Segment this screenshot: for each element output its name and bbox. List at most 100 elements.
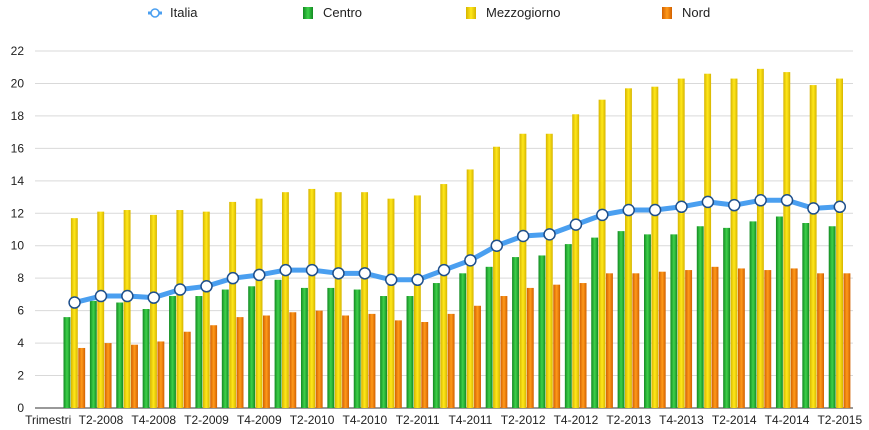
bar-nord xyxy=(289,312,297,408)
y-tick-label: 14 xyxy=(11,174,25,188)
bar-nord xyxy=(447,313,455,408)
bar-mezzogiorno xyxy=(836,78,844,408)
bar-centro xyxy=(538,255,546,408)
bar-mezzogiorno xyxy=(572,114,580,408)
bar-mezzogiorno xyxy=(334,192,342,408)
legend: Italia Centro Mezzogiorno Nord xyxy=(148,5,710,20)
point-italia xyxy=(173,283,187,296)
bar-nord xyxy=(236,317,244,408)
bar-nord xyxy=(131,344,138,408)
bar-centro xyxy=(327,287,335,408)
x-tick-label: T2-2015 xyxy=(817,413,862,427)
bar-centro xyxy=(195,296,203,408)
bar-nord xyxy=(764,270,772,408)
bar-mezzogiorno xyxy=(440,184,448,408)
bar-centro xyxy=(406,296,414,408)
y-tick-label: 2 xyxy=(17,369,24,383)
bar-mezzogiorno xyxy=(150,214,157,408)
bar-nord xyxy=(183,331,191,408)
bar-centro xyxy=(670,234,678,408)
point-italia xyxy=(701,195,715,209)
bar-nord xyxy=(843,273,851,408)
point-italia xyxy=(622,203,635,217)
bar-centro xyxy=(591,237,599,408)
legend-swatch xyxy=(303,7,313,19)
bar-nord xyxy=(394,320,402,408)
point-italia xyxy=(833,200,847,214)
bar-mezzogiorno xyxy=(97,211,105,408)
bar-centro xyxy=(89,300,97,408)
bar-centro xyxy=(353,289,361,408)
bar-mezzogiorno xyxy=(545,133,553,408)
point-italia xyxy=(226,271,240,285)
y-tick-label: 10 xyxy=(11,239,25,253)
bar-mezzogiorno xyxy=(466,169,474,408)
point-italia xyxy=(516,229,530,243)
point-italia xyxy=(648,203,662,217)
x-tick-label: T4-2011 xyxy=(448,413,492,427)
bar-nord xyxy=(632,273,640,408)
bar-centro xyxy=(723,227,731,408)
bar-nord xyxy=(315,310,323,408)
x-tick-label: T4-2014 xyxy=(765,413,810,427)
legend-item-nord: Nord xyxy=(662,5,710,20)
x-tick-label: T2-2014 xyxy=(712,413,757,427)
point-italia xyxy=(279,263,292,277)
bar-centro xyxy=(644,234,651,408)
bar-mezzogiorno xyxy=(598,99,606,408)
bar-centro xyxy=(512,257,519,408)
point-italia xyxy=(305,263,319,277)
legend-label: Italia xyxy=(170,5,198,20)
bar-nord xyxy=(658,271,666,408)
bar-nord xyxy=(421,321,429,408)
bar-nord xyxy=(104,343,112,408)
point-italia xyxy=(200,280,213,293)
bar-nord xyxy=(368,313,376,408)
bar-mezzogiorno xyxy=(677,78,685,408)
point-italia xyxy=(543,228,556,241)
x-tick-label: T4-2009 xyxy=(237,413,282,427)
point-italia xyxy=(807,202,820,215)
point-italia xyxy=(94,289,108,303)
bar-centro xyxy=(116,302,124,408)
point-italia xyxy=(490,239,504,252)
legend-item-mezzogiorno: Mezzogiorno xyxy=(466,5,560,20)
bar-nord xyxy=(817,273,825,408)
bar-centro xyxy=(142,309,150,408)
bar-mezzogiorno xyxy=(308,188,316,408)
bar-mezzogiorno xyxy=(651,86,659,408)
italia-line xyxy=(68,194,847,309)
bar-nord xyxy=(210,325,218,408)
bar-centro xyxy=(459,273,467,408)
bar-nord xyxy=(553,284,561,408)
bar-nord xyxy=(737,268,745,408)
bar-mezzogiorno xyxy=(493,146,500,408)
bar-mezzogiorno xyxy=(387,198,395,408)
bar-centro xyxy=(775,216,783,408)
bar-nord xyxy=(157,341,165,408)
bar-centro xyxy=(485,266,493,408)
bar-centro xyxy=(564,244,572,408)
bar-mezzogiorno xyxy=(281,192,289,408)
y-tick-label: 20 xyxy=(11,76,25,90)
legend-item-italia: Italia xyxy=(148,5,198,20)
bar-centro xyxy=(274,279,282,408)
bar-centro xyxy=(248,286,256,408)
bar-mezzogiorno xyxy=(413,195,421,408)
bar-mezzogiorno xyxy=(519,133,527,408)
x-axis-ticks: Trimestri T2-2008 T4-2008 T2-2009 T4-2009 T2-… xyxy=(25,413,862,427)
bar-nord xyxy=(342,315,350,408)
bar-centro xyxy=(696,226,704,408)
point-italia xyxy=(411,273,424,287)
y-tick-label: 0 xyxy=(17,401,24,415)
x-tick-label: T4-2010 xyxy=(342,413,387,427)
x-tick-label: T4-2012 xyxy=(554,413,599,427)
point-italia xyxy=(754,194,767,207)
point-italia xyxy=(569,218,583,231)
bar-centro xyxy=(432,283,440,408)
bar-nord xyxy=(579,283,587,408)
y-tick-label: 6 xyxy=(17,304,24,318)
legend-swatch xyxy=(466,7,476,19)
point-italia xyxy=(332,267,345,280)
